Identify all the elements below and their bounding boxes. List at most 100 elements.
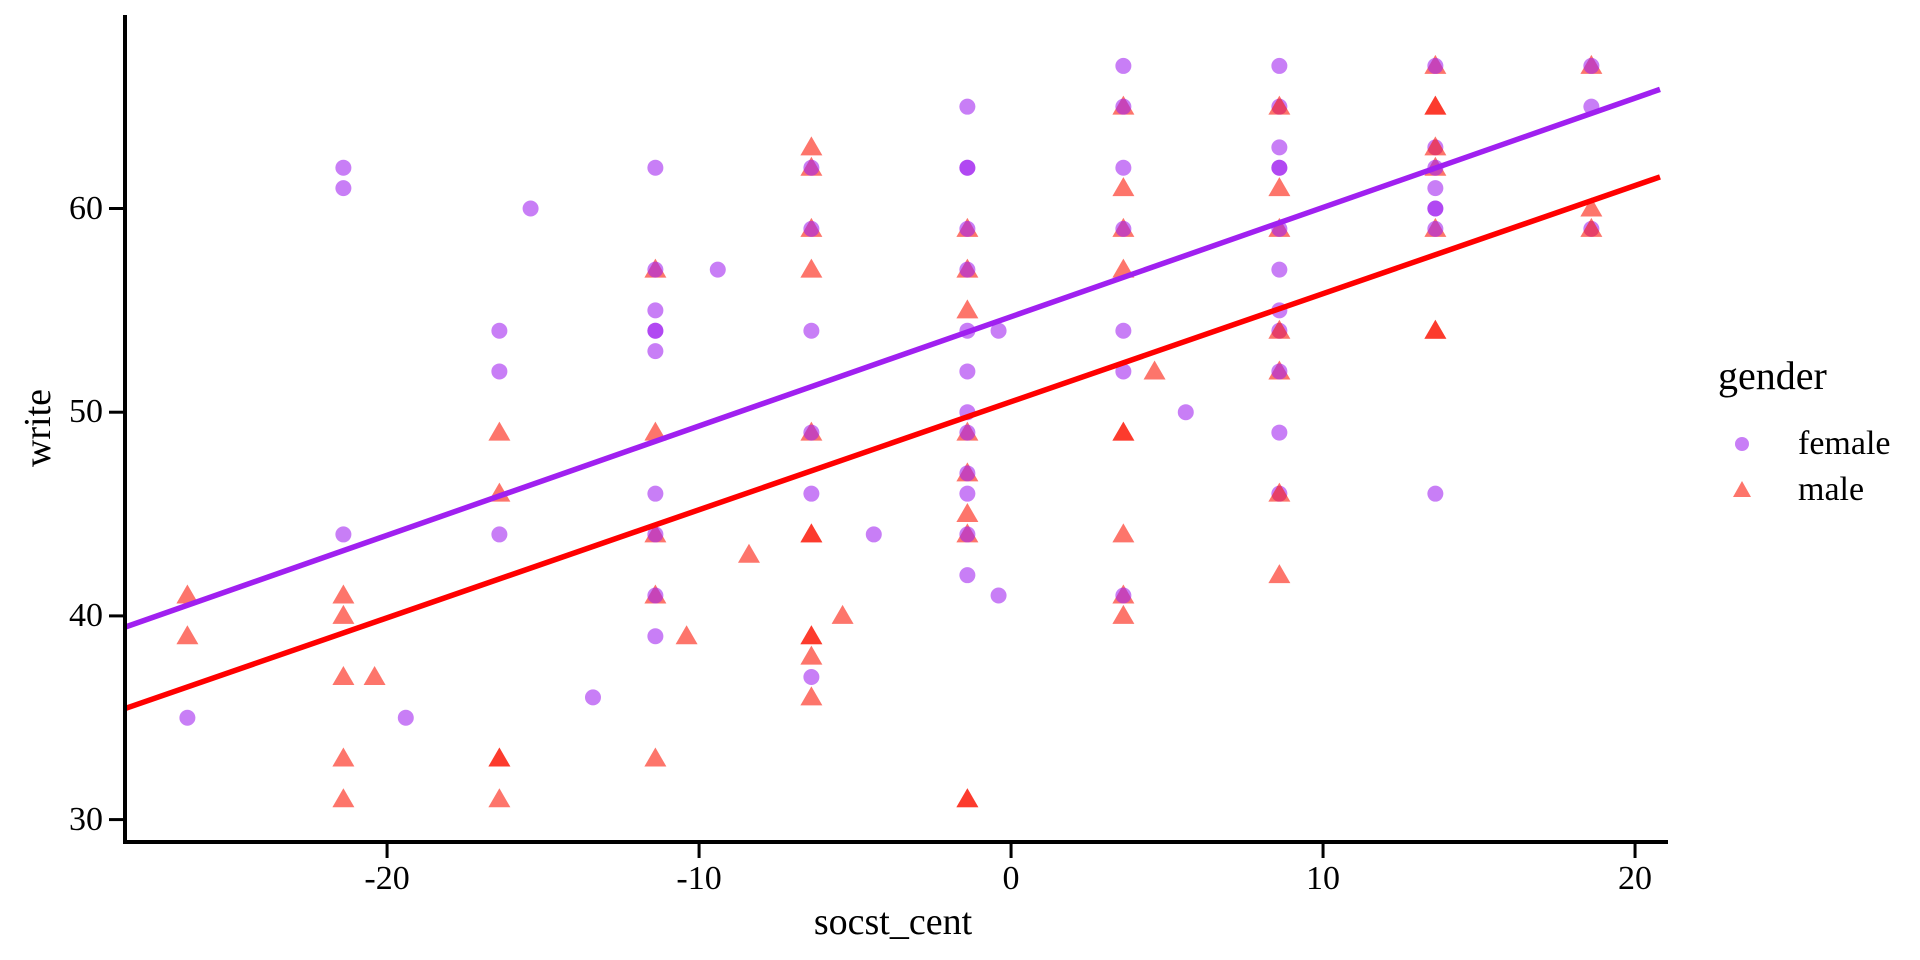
data-point-female <box>959 159 976 176</box>
x-axis-title: socst_cent <box>813 901 973 943</box>
data-point-male <box>956 788 979 808</box>
data-point-female <box>803 220 820 237</box>
data-point-female <box>1115 57 1132 74</box>
data-point-female <box>647 159 664 176</box>
data-point-female <box>709 261 726 278</box>
data-point-male <box>1268 482 1291 502</box>
data-point-female <box>1115 98 1132 115</box>
data-point-female <box>647 343 664 360</box>
data-point-female <box>335 526 352 543</box>
legend-item-male: male <box>1712 467 1891 513</box>
data-point-female <box>647 322 664 339</box>
data-point-female <box>1271 261 1288 278</box>
data-point-male <box>644 747 667 767</box>
data-point-female <box>803 322 820 339</box>
data-point-female <box>647 526 664 543</box>
data-point-female <box>1177 404 1194 421</box>
data-point-male <box>488 747 511 767</box>
data-point-male <box>800 686 823 706</box>
y-tick-label: 40 <box>69 596 103 634</box>
y-tick-label: 50 <box>69 393 103 431</box>
data-point-female <box>1115 587 1132 604</box>
data-point-female <box>865 526 882 543</box>
data-point-male <box>176 625 199 645</box>
data-point-female <box>647 485 664 502</box>
data-point-female <box>1427 180 1444 197</box>
data-point-male <box>332 584 355 604</box>
data-point-male <box>800 258 823 278</box>
data-point-female <box>1427 220 1444 237</box>
data-point-male <box>1268 177 1291 197</box>
data-point-female <box>990 587 1007 604</box>
data-point-female <box>647 302 664 319</box>
data-point-female <box>647 628 664 645</box>
legend-label-female: female <box>1798 425 1891 462</box>
x-tick-label: 0 <box>1002 860 1020 897</box>
data-point-male <box>1424 136 1447 156</box>
data-point-male <box>800 523 823 543</box>
data-point-female <box>959 424 976 441</box>
data-point-female <box>803 669 820 686</box>
data-point-male <box>737 543 760 563</box>
data-point-female <box>1427 200 1444 217</box>
data-point-male <box>1580 197 1603 217</box>
y-tick-label: 60 <box>69 189 103 227</box>
data-point-male <box>1143 360 1166 380</box>
y-tick-label: 30 <box>69 800 103 838</box>
data-point-female <box>1115 159 1132 176</box>
data-point-female <box>990 322 1007 339</box>
data-point-female <box>959 465 976 482</box>
legend-item-female: female <box>1712 421 1891 467</box>
data-point-female <box>1583 57 1600 74</box>
data-point-female <box>647 587 664 604</box>
data-point-female <box>584 689 601 706</box>
data-point-female <box>1115 220 1132 237</box>
data-point-female <box>491 526 508 543</box>
data-point-male <box>1112 421 1135 441</box>
data-point-male <box>1268 319 1291 339</box>
data-point-female <box>335 180 352 197</box>
data-point-female <box>491 322 508 339</box>
data-point-male <box>332 604 355 624</box>
data-point-male <box>675 625 698 645</box>
x-tick-label: -10 <box>676 860 722 897</box>
data-point-male <box>800 625 823 645</box>
legend: gender female male <box>1712 352 1891 513</box>
data-point-female <box>959 485 976 502</box>
data-point-female <box>803 424 820 441</box>
data-point-female <box>522 200 539 217</box>
regression-line-male <box>124 174 1661 712</box>
data-point-male <box>488 788 511 808</box>
data-point-female <box>959 526 976 543</box>
data-point-female <box>803 485 820 502</box>
data-point-female <box>959 98 976 115</box>
data-point-male <box>332 747 355 767</box>
data-point-male <box>1112 523 1135 543</box>
data-point-male <box>176 584 199 604</box>
legend-title: gender <box>1718 353 1827 398</box>
data-point-female <box>959 220 976 237</box>
male-triangle-icon <box>1733 481 1751 497</box>
data-point-male <box>332 666 355 686</box>
female-circle-icon <box>1735 437 1749 451</box>
data-point-female <box>959 261 976 278</box>
data-point-male <box>956 299 979 319</box>
data-point-male <box>1268 564 1291 584</box>
data-point-male <box>831 604 854 624</box>
legend-label-male: male <box>1798 471 1865 508</box>
data-point-male <box>1424 95 1447 115</box>
data-point-female <box>179 709 196 726</box>
data-point-male <box>1268 95 1291 115</box>
data-point-female <box>803 159 820 176</box>
data-point-female <box>647 261 664 278</box>
data-point-male <box>363 666 386 686</box>
data-point-male <box>1580 217 1603 237</box>
y-axis-title: write <box>17 388 59 468</box>
data-point-female <box>1427 57 1444 74</box>
x-tick-label: 10 <box>1306 860 1341 897</box>
data-point-female <box>1271 363 1288 380</box>
data-point-female <box>1115 322 1132 339</box>
regression-line-female <box>124 86 1661 630</box>
data-point-female <box>1427 485 1444 502</box>
